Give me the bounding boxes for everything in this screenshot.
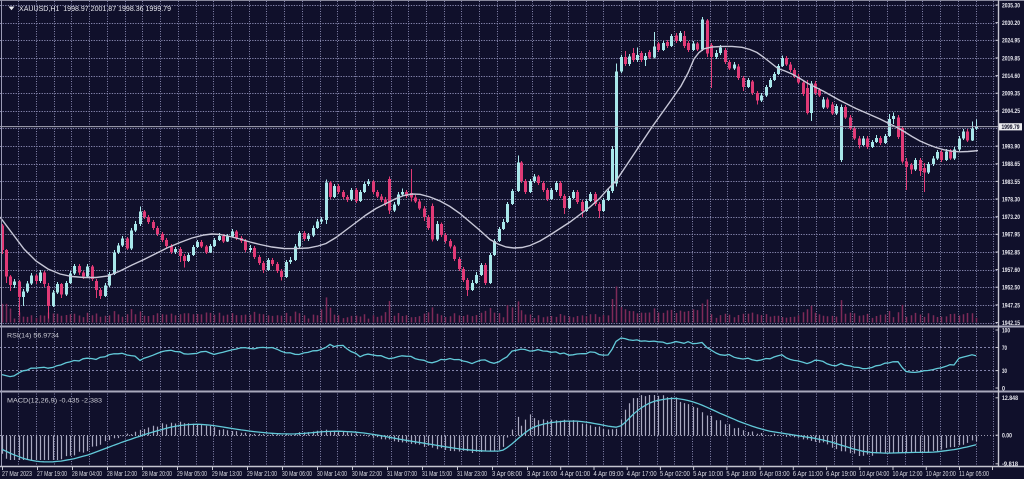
svg-text:4 Apr 01:00: 4 Apr 01:00 bbox=[560, 471, 590, 478]
svg-text:29 Mar 05:00: 29 Mar 05:00 bbox=[177, 471, 207, 478]
svg-text:28 Mar 12:00: 28 Mar 12:00 bbox=[107, 471, 137, 478]
svg-text:1999.79: 1999.79 bbox=[1002, 124, 1020, 131]
svg-text:2009.35: 2009.35 bbox=[1002, 91, 1020, 98]
svg-text:-9.818: -9.818 bbox=[1002, 461, 1018, 468]
svg-text:6 Apr 11:00: 6 Apr 11:00 bbox=[793, 471, 823, 478]
svg-text:4 Apr 09:00: 4 Apr 09:00 bbox=[594, 471, 624, 478]
svg-text:10 Apr 04:00: 10 Apr 04:00 bbox=[859, 471, 889, 478]
svg-text:31 Mar 23:00: 31 Mar 23:00 bbox=[457, 471, 487, 478]
svg-text:6 Apr 19:00: 6 Apr 19:00 bbox=[826, 471, 856, 478]
svg-text:10 Apr 20:00: 10 Apr 20:00 bbox=[926, 471, 956, 478]
svg-text:1957.60: 1957.60 bbox=[1002, 267, 1020, 274]
svg-text:28 Mar 04:00: 28 Mar 04:00 bbox=[72, 471, 102, 478]
svg-text:2030.20: 2030.20 bbox=[1002, 20, 1020, 27]
svg-text:2004.25: 2004.25 bbox=[1002, 108, 1020, 115]
svg-text:5 Apr 10:00: 5 Apr 10:00 bbox=[693, 471, 723, 478]
svg-text:1947.25: 1947.25 bbox=[1002, 302, 1020, 309]
svg-text:1978.30: 1978.30 bbox=[1002, 196, 1020, 203]
svg-text:28 Mar 20:00: 28 Mar 20:00 bbox=[142, 471, 172, 478]
svg-text:27 Mar 19:00: 27 Mar 19:00 bbox=[37, 471, 67, 478]
svg-text:30 Mar 22:00: 30 Mar 22:00 bbox=[352, 471, 382, 478]
svg-text:12.848: 12.848 bbox=[1002, 395, 1018, 402]
svg-text:1988.65: 1988.65 bbox=[1002, 161, 1020, 168]
svg-text:1973.20: 1973.20 bbox=[1002, 214, 1020, 221]
svg-text:0.00: 0.00 bbox=[1002, 433, 1012, 440]
svg-text:31 Mar 15:00: 31 Mar 15:00 bbox=[422, 471, 452, 478]
svg-text:1983.55: 1983.55 bbox=[1002, 179, 1020, 186]
svg-text:2024.95: 2024.95 bbox=[1002, 38, 1020, 45]
svg-text:RSI(14) 56.9734: RSI(14) 56.9734 bbox=[7, 333, 59, 340]
svg-text:29 Mar 13:00: 29 Mar 13:00 bbox=[212, 471, 242, 478]
svg-text:1952.50: 1952.50 bbox=[1002, 285, 1020, 292]
svg-text:30: 30 bbox=[1002, 368, 1007, 375]
svg-text:31 Mar 07:00: 31 Mar 07:00 bbox=[387, 471, 417, 478]
svg-text:6 Apr 03:00: 6 Apr 03:00 bbox=[760, 471, 790, 478]
svg-text:1942.15: 1942.15 bbox=[1002, 320, 1020, 327]
svg-text:0: 0 bbox=[1002, 385, 1005, 392]
svg-text:3 Apr 08:00: 3 Apr 08:00 bbox=[492, 471, 522, 478]
svg-text:1993.90: 1993.90 bbox=[1002, 144, 1020, 151]
svg-text:2035.30: 2035.30 bbox=[1002, 2, 1020, 9]
svg-text:30 Mar 06:00: 30 Mar 06:00 bbox=[282, 471, 312, 478]
svg-text:29 Mar 21:00: 29 Mar 21:00 bbox=[247, 471, 277, 478]
svg-text:3 Apr 16:00: 3 Apr 16:00 bbox=[527, 471, 557, 478]
svg-text:70: 70 bbox=[1002, 345, 1007, 352]
svg-text:100: 100 bbox=[1002, 327, 1010, 334]
svg-text:27 Mar 2023: 27 Mar 2023 bbox=[2, 471, 32, 478]
svg-text:4 Apr 17:00: 4 Apr 17:00 bbox=[627, 471, 657, 478]
svg-text:30 Mar 14:00: 30 Mar 14:00 bbox=[317, 471, 347, 478]
svg-text:1962.85: 1962.85 bbox=[1002, 249, 1020, 256]
svg-text:5 Apr 02:00: 5 Apr 02:00 bbox=[660, 471, 690, 478]
svg-text:2014.60: 2014.60 bbox=[1002, 73, 1020, 80]
svg-text:11 Apr 05:00: 11 Apr 05:00 bbox=[959, 471, 989, 478]
svg-text:XAUUSD,H1 1998.97 2001.87 199: XAUUSD,H1 1998.97 2001.87 1998.36 1999.7… bbox=[19, 6, 171, 13]
svg-text:10 Apr 12:00: 10 Apr 12:00 bbox=[893, 471, 923, 478]
svg-text:MACD(12,26,9) -0.435 -2.383: MACD(12,26,9) -0.435 -2.383 bbox=[7, 398, 102, 405]
svg-text:1967.95: 1967.95 bbox=[1002, 232, 1020, 239]
svg-text:2019.85: 2019.85 bbox=[1002, 55, 1020, 62]
svg-text:5 Apr 18:00: 5 Apr 18:00 bbox=[726, 471, 756, 478]
